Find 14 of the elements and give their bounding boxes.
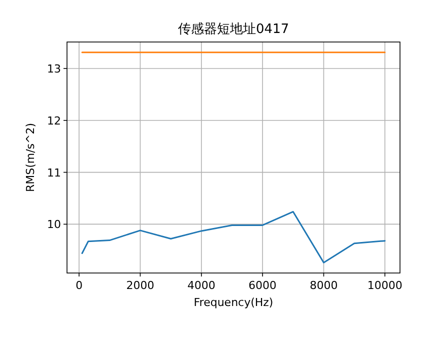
x-tick-label: 10000 <box>367 279 402 292</box>
x-tick-label: 2000 <box>126 279 154 292</box>
line-series <box>81 210 386 264</box>
y-tick-label: 10 <box>47 218 61 232</box>
y-axis-title: RMS(m/s^2) <box>24 122 37 192</box>
x-tick-label: 0 <box>76 279 83 292</box>
y-tick-label: 13 <box>47 62 61 76</box>
y-tick-label: 12 <box>47 114 61 128</box>
x-axis-title: Frequency(Hz) <box>194 296 274 309</box>
x-tick-label: 4000 <box>187 279 216 292</box>
x-tick-label: 8000 <box>310 279 338 292</box>
y-tick-label: 11 <box>47 166 61 180</box>
chart-title: 传感器短地址0417 <box>178 22 290 37</box>
x-tick-label: 6000 <box>248 279 277 292</box>
